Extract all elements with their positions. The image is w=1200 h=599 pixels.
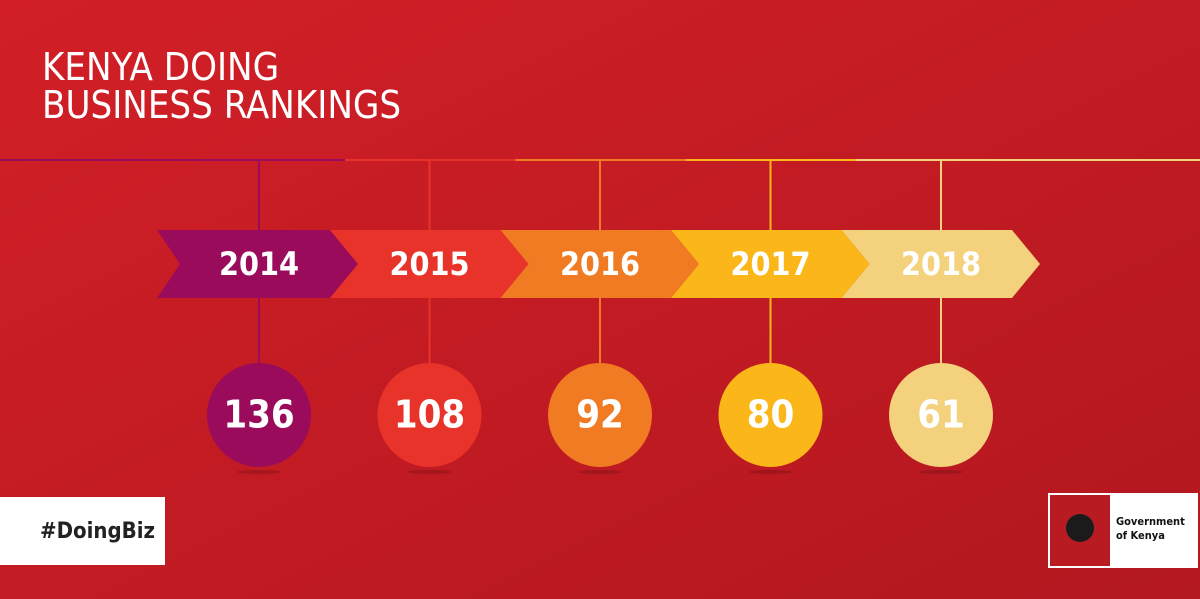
logo-text: Government [1116, 515, 1185, 528]
rank: 80 [747, 393, 795, 437]
circle-shadow [919, 470, 963, 474]
year: 2014 [219, 245, 299, 283]
rank: 136 [223, 393, 294, 437]
rank: 108 [394, 393, 465, 437]
chevron [500, 230, 699, 298]
title-line: KENYA DOING [42, 45, 279, 89]
hashtag-box [0, 497, 165, 565]
year: 2018 [901, 245, 981, 283]
hashtag: #DoingBiz [40, 519, 155, 544]
circle-shadow [578, 470, 622, 474]
year: 2015 [389, 245, 469, 283]
circle-shadow [407, 470, 452, 474]
rank-circle [207, 363, 311, 467]
year: 2017 [730, 245, 810, 283]
circle-shadow [237, 470, 281, 474]
chevron [330, 230, 529, 298]
title-line: BUSINESS RANKINGS [42, 83, 401, 127]
chevron [841, 230, 1040, 298]
circle-shadow [748, 470, 793, 474]
chevron [671, 230, 870, 298]
rank: 92 [576, 393, 624, 437]
year: 2016 [560, 245, 640, 283]
rank: 61 [917, 393, 965, 437]
rank-circle [889, 363, 993, 467]
chevron [157, 230, 358, 298]
logo-text: of Kenya [1116, 529, 1165, 542]
coat-of-arms-shield [1066, 514, 1094, 542]
rank-circle [718, 363, 823, 467]
rank-circle [377, 363, 482, 467]
timeline: 2014 136 2015 108 2016 92 2017 80 2018 61 [0, 159, 1200, 474]
rank-circle [548, 363, 652, 467]
